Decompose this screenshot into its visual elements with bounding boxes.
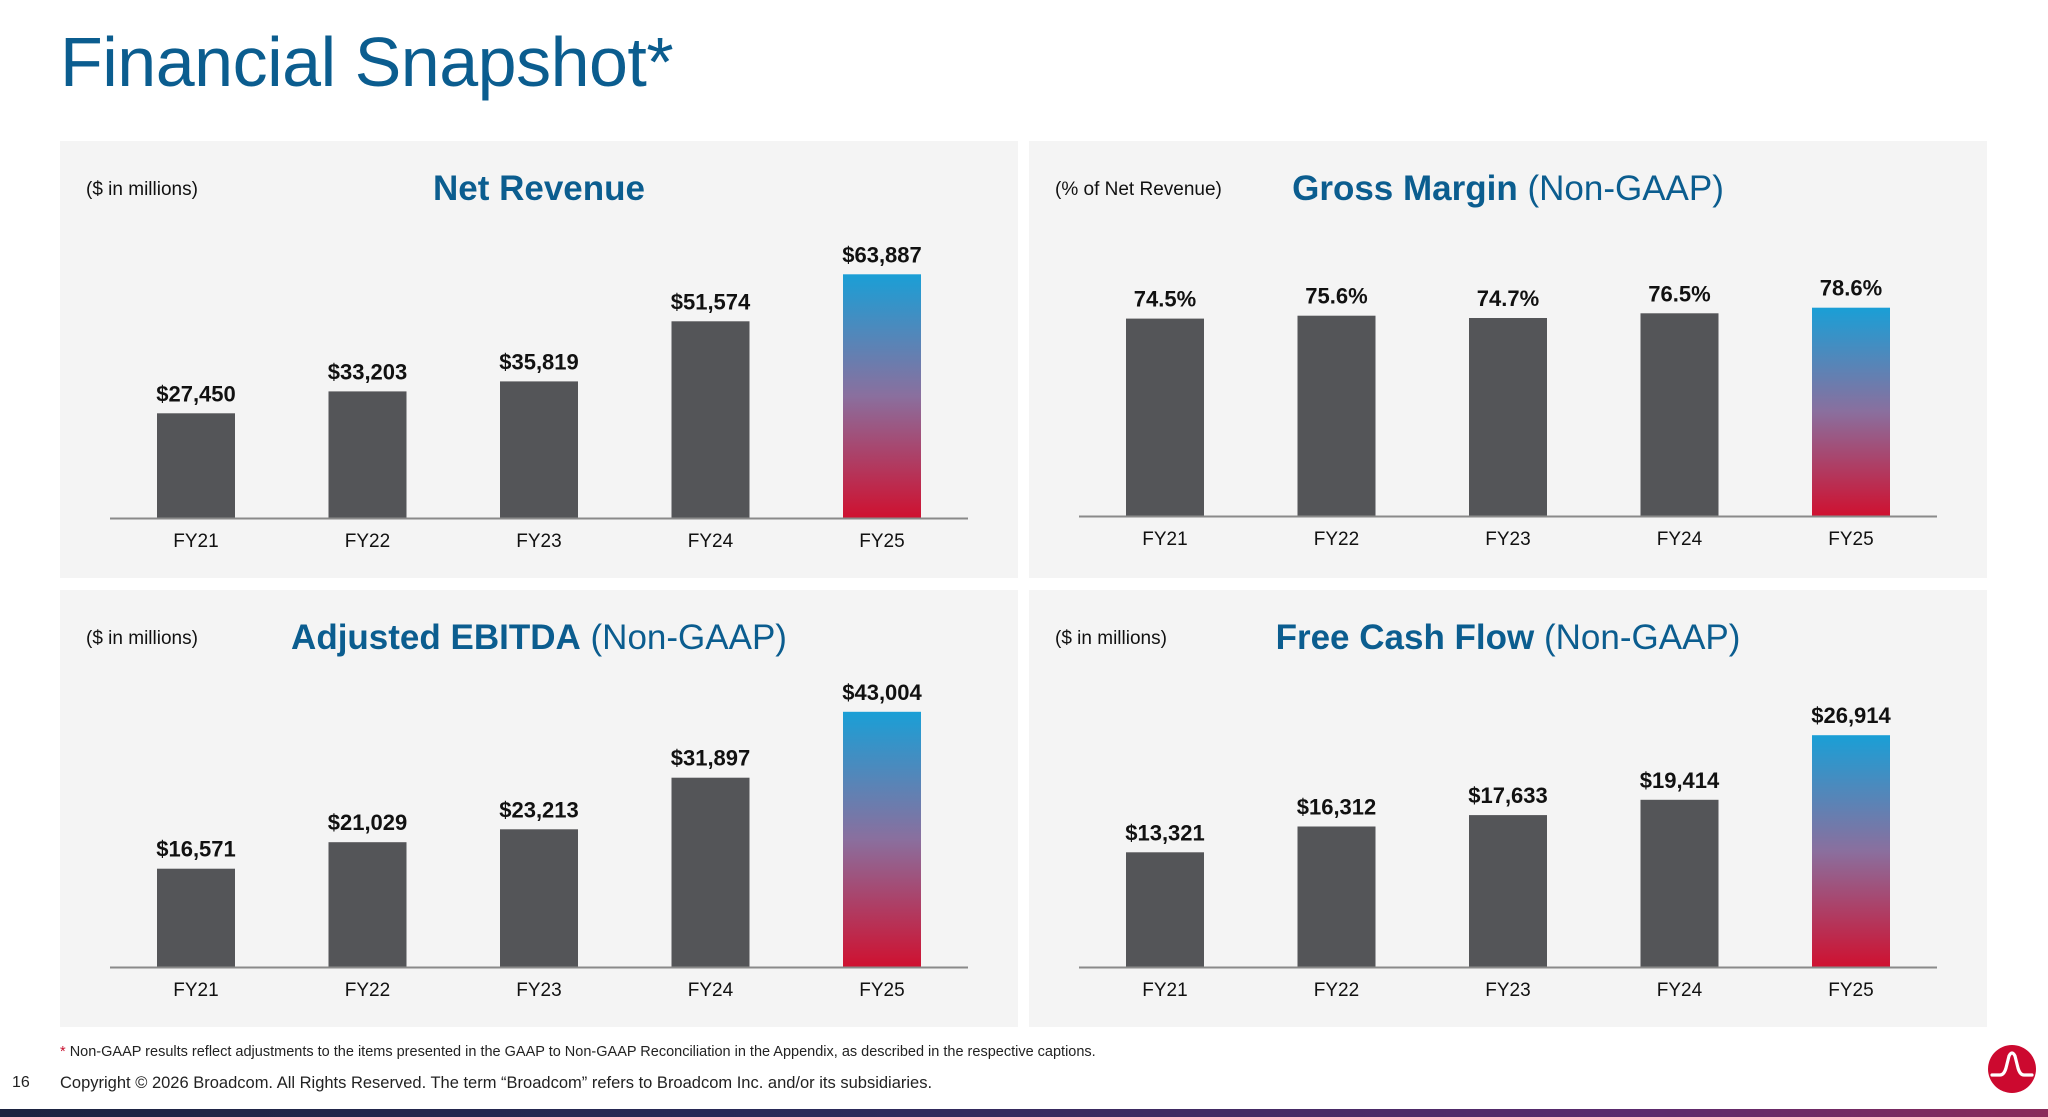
chart-title: Net Revenue — [433, 169, 645, 209]
chart-title: Adjusted EBITDA (Non-GAAP) — [291, 618, 787, 658]
bar-fy25 — [1812, 735, 1890, 967]
chart-title-main: Adjusted EBITDA — [291, 618, 581, 657]
x-tick-label: FY22 — [345, 531, 390, 552]
footnote-marker: * — [60, 1044, 66, 1060]
bar-fy21 — [1126, 318, 1204, 516]
x-tick-label: FY25 — [859, 531, 904, 552]
adjusted-ebitda-chart: $16,571 FY21 $21,029 FY22 $23,213 FY23 $31,897… — [110, 680, 968, 1001]
footnote: * Non-GAAP results reflect adjustments t… — [60, 1044, 1096, 1060]
data-label: $63,887 — [842, 242, 922, 267]
data-label: $16,312 — [1297, 795, 1377, 820]
net-revenue-panel: ($ in millions) Net Revenue $27,450 FY21 $… — [60, 141, 1018, 578]
bar-fy24 — [1640, 313, 1719, 516]
data-label: $26,914 — [1811, 703, 1891, 728]
x-tick-label: FY21 — [173, 531, 218, 552]
data-label: $43,004 — [842, 680, 922, 705]
data-label: $27,450 — [156, 381, 236, 406]
bar-fy23 — [1469, 815, 1547, 967]
data-label: $23,213 — [499, 797, 579, 822]
data-label: 76.5% — [1648, 281, 1710, 306]
x-tick-label: FY23 — [516, 531, 561, 552]
gross-margin-chart: 74.5% FY21 75.6% FY22 74.7% FY23 76.5% FY24 78.6… — [1079, 276, 1937, 550]
bar-fy23 — [1469, 318, 1547, 516]
bar-fy22 — [1297, 315, 1376, 516]
x-tick-label: FY25 — [859, 980, 904, 1001]
unit-note: (% of Net Revenue) — [1055, 179, 1222, 200]
x-tick-label: FY23 — [1485, 980, 1530, 1001]
x-tick-label: FY22 — [1314, 980, 1359, 1001]
x-tick-label: FY24 — [1657, 980, 1703, 1001]
data-label: 75.6% — [1305, 284, 1367, 309]
data-label: $19,414 — [1640, 768, 1720, 793]
page-title: Financial Snapshot* — [60, 23, 674, 101]
data-label: $35,819 — [499, 349, 579, 374]
free-cash-flow-panel: ($ in millions) Free Cash Flow (Non-GAAP… — [1029, 590, 1987, 1027]
chart-title-main: Gross Margin — [1292, 169, 1518, 208]
unit-note: ($ in millions) — [86, 179, 198, 200]
data-label: $13,321 — [1125, 820, 1205, 845]
x-tick-label: FY21 — [173, 980, 218, 1001]
chart-title-main: Free Cash Flow — [1275, 618, 1535, 657]
chart-title: Free Cash Flow (Non-GAAP) — [1276, 618, 1741, 658]
bar-fy21 — [157, 868, 235, 967]
chart-title-sub: (Non-GAAP) — [590, 618, 787, 657]
bar-fy25 — [843, 711, 921, 967]
x-tick-label: FY24 — [1657, 529, 1703, 550]
x-tick-label: FY25 — [1828, 529, 1873, 550]
bar-fy24 — [1640, 799, 1719, 967]
chart-title-main: Net Revenue — [432, 169, 646, 208]
x-tick-label: FY22 — [345, 980, 390, 1001]
chart-title: Gross Margin (Non-GAAP) — [1292, 169, 1724, 209]
x-tick-label: FY22 — [1314, 529, 1359, 550]
data-label: 74.5% — [1134, 287, 1196, 312]
x-tick-label: FY24 — [688, 980, 734, 1001]
x-tick-label: FY21 — [1142, 529, 1187, 550]
data-label: $31,897 — [671, 746, 751, 771]
free-cash-flow-chart: $13,321 FY21 $16,312 FY22 $17,633 FY23 $19,414… — [1079, 703, 1937, 1001]
data-label: 78.6% — [1820, 276, 1882, 301]
adjusted-ebitda-panel: ($ in millions) Adjusted EBITDA (Non-GAA… — [60, 590, 1018, 1027]
net-revenue-chart: $27,450 FY21 $33,203 FY22 $35,819 FY23 $51,574… — [110, 242, 968, 552]
x-tick-label: FY25 — [1828, 980, 1873, 1001]
gross-margin-panel: (% of Net Revenue) Gross Margin (Non-GAA… — [1029, 141, 1987, 578]
data-label: 74.7% — [1477, 286, 1539, 311]
bar-fy22 — [328, 842, 407, 967]
unit-note: ($ in millions) — [86, 628, 198, 649]
x-tick-label: FY24 — [688, 531, 734, 552]
chart-title-sub: (Non-GAAP) — [1527, 169, 1724, 208]
page-number: 16 — [12, 1074, 30, 1091]
data-label: $33,203 — [328, 359, 408, 384]
x-tick-label: FY23 — [1485, 529, 1530, 550]
bar-fy21 — [157, 413, 235, 518]
x-tick-label: FY23 — [516, 980, 561, 1001]
bar-fy23 — [500, 381, 578, 518]
data-label: $51,574 — [671, 289, 751, 314]
bar-fy24 — [671, 321, 750, 518]
bottom-bar — [0, 1109, 2048, 1117]
bar-fy22 — [1297, 826, 1376, 967]
bar-fy23 — [500, 829, 578, 967]
bar-fy25 — [1812, 307, 1890, 516]
data-label: $21,029 — [328, 810, 408, 835]
broadcom-logo-icon — [1988, 1045, 2036, 1093]
bar-fy22 — [328, 391, 407, 518]
data-label: $16,571 — [156, 837, 236, 862]
x-tick-label: FY21 — [1142, 980, 1187, 1001]
copyright: Copyright © 2026 Broadcom. All Rights Re… — [60, 1074, 933, 1092]
unit-note: ($ in millions) — [1055, 628, 1167, 649]
chart-title-sub: (Non-GAAP) — [1543, 618, 1741, 657]
footnote-text: Non-GAAP results reflect adjustments to … — [69, 1044, 1096, 1060]
data-label: $17,633 — [1468, 783, 1548, 808]
bar-fy24 — [671, 777, 750, 967]
bar-fy25 — [843, 274, 921, 518]
bar-fy21 — [1126, 852, 1204, 967]
